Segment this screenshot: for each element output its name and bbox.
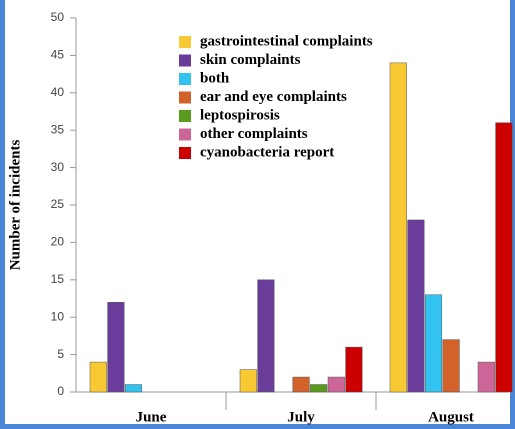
legend-label: leptospirosis	[200, 107, 280, 123]
legend-label: other complaints	[200, 126, 308, 142]
legend-swatch	[179, 128, 191, 141]
x-tick-label: July	[287, 409, 315, 425]
y-tick-label: 20	[51, 235, 65, 249]
y-tick-label: 50	[51, 10, 65, 24]
bar	[327, 376, 345, 393]
bar	[424, 294, 443, 393]
y-tick-label: 35	[51, 122, 65, 136]
y-tick-label: 30	[51, 160, 65, 174]
bar	[442, 339, 460, 393]
bar	[239, 369, 257, 393]
legend-swatch	[179, 73, 191, 85]
x-tick-label: August	[428, 409, 474, 425]
bar	[495, 122, 513, 393]
bar	[389, 62, 407, 393]
y-axis-label: Number of incidents	[7, 140, 23, 271]
legend-label: ear and eye complaints	[200, 89, 347, 105]
y-tick-label: 10	[51, 309, 65, 323]
legend-swatch	[179, 54, 191, 67]
bar	[310, 384, 328, 393]
bar	[107, 301, 125, 393]
legend-label: both	[200, 70, 230, 86]
legend-swatch	[179, 36, 191, 48]
bar	[292, 376, 310, 393]
legend-swatch	[179, 147, 191, 159]
y-tick-label: 45	[51, 48, 65, 62]
bar	[89, 361, 107, 393]
x-tick-label: June	[136, 409, 167, 425]
y-tick-label: 15	[51, 272, 65, 286]
legend-label: gastrointestinal complaints	[200, 33, 373, 49]
legend-label: skin complaints	[200, 52, 301, 68]
bar	[407, 219, 425, 393]
legend-swatch	[179, 110, 191, 122]
legend-swatch	[179, 91, 191, 104]
y-tick-label: 0	[57, 384, 64, 398]
bar	[477, 361, 495, 393]
y-tick-label: 5	[57, 347, 64, 361]
bar	[124, 384, 143, 393]
y-tick-label: 40	[51, 85, 65, 99]
bar	[257, 279, 275, 393]
y-tick-label: 25	[51, 197, 65, 211]
legend-label: cyanobacteria report	[200, 144, 334, 160]
bar	[345, 346, 363, 393]
